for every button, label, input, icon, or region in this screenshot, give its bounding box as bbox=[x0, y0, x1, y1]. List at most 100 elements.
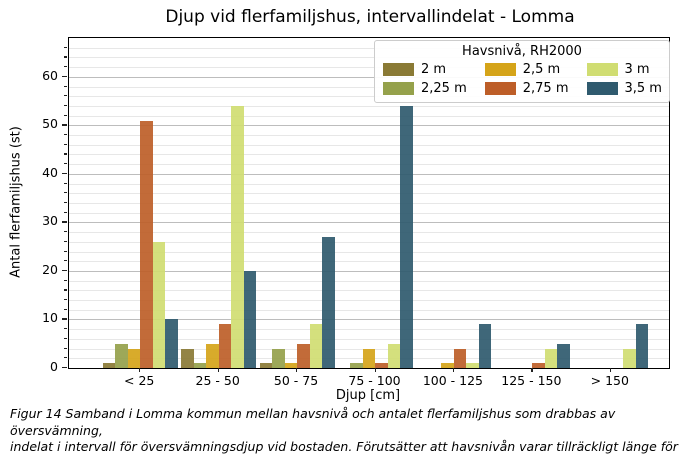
legend-label: 3 m bbox=[624, 62, 650, 77]
bar-group bbox=[572, 38, 650, 368]
bar bbox=[350, 363, 363, 368]
legend-item: 2,5 m bbox=[484, 62, 569, 77]
y-minor-tick bbox=[64, 308, 67, 310]
bar-group bbox=[336, 38, 414, 368]
y-tick bbox=[62, 221, 67, 223]
gridline bbox=[69, 232, 669, 234]
gridline bbox=[69, 96, 669, 98]
x-tick-label: 75 - 100 bbox=[348, 373, 401, 388]
chart-title: Djup vid flerfamiljshus, intervallindela… bbox=[165, 7, 575, 27]
bar bbox=[297, 343, 310, 368]
y-minor-tick bbox=[64, 56, 67, 58]
bar-group bbox=[493, 38, 571, 368]
legend-item: 3 m bbox=[586, 62, 662, 77]
legend-label: 2,75 m bbox=[522, 81, 569, 96]
bar bbox=[193, 363, 207, 368]
bar bbox=[218, 324, 232, 368]
bar bbox=[152, 241, 166, 368]
y-tick bbox=[62, 318, 67, 320]
y-minor-tick bbox=[64, 66, 67, 68]
bar bbox=[102, 363, 116, 368]
gridline bbox=[69, 144, 669, 146]
y-minor-tick bbox=[64, 95, 67, 97]
legend-swatch bbox=[484, 82, 516, 95]
y-minor-tick bbox=[64, 153, 67, 155]
caption-line: Figur 14 Samband i Lomma kommun mellan h… bbox=[10, 406, 616, 438]
bar bbox=[115, 343, 128, 368]
legend-swatch bbox=[383, 63, 414, 76]
gridline bbox=[69, 67, 669, 69]
bars-layer bbox=[101, 38, 650, 368]
y-tick-label: 10 bbox=[42, 310, 58, 326]
x-tick-label: 25 - 50 bbox=[195, 373, 240, 388]
y-minor-tick bbox=[64, 299, 67, 301]
y-minor-tick bbox=[64, 211, 67, 213]
y-axis-label: Antal flerfamiljshus (st) bbox=[8, 126, 24, 278]
y-minor-tick bbox=[64, 163, 67, 165]
figure-caption: Figur 14 Samband i Lomma kommun mellan h… bbox=[10, 406, 696, 459]
bar bbox=[259, 363, 273, 368]
y-minor-tick bbox=[64, 85, 67, 87]
y-tick bbox=[62, 75, 67, 77]
x-tick-label: > 150 bbox=[590, 373, 629, 388]
y-minor-tick bbox=[64, 250, 67, 252]
gridline bbox=[69, 261, 669, 263]
gridline bbox=[69, 270, 669, 272]
y-tick bbox=[62, 367, 67, 369]
x-tick-label: 125 - 150 bbox=[501, 373, 562, 388]
y-tick bbox=[62, 172, 67, 175]
gridline bbox=[69, 173, 669, 175]
bar bbox=[478, 324, 492, 368]
bar bbox=[544, 348, 558, 368]
bar-group bbox=[258, 38, 336, 368]
gridline bbox=[69, 290, 669, 292]
gridline bbox=[69, 319, 669, 321]
gridline bbox=[69, 105, 669, 107]
gridline bbox=[69, 154, 669, 156]
gridlines bbox=[69, 38, 669, 368]
legend-item: 2 m bbox=[383, 62, 467, 77]
plot-area: Havsnivå, RH2000 2 m 2,25 m 2,5 m 2,75 m 3 m… bbox=[68, 37, 670, 369]
y-minor-tick bbox=[64, 202, 67, 204]
legend-title: Havsnivå, RH2000 bbox=[462, 44, 582, 59]
bar bbox=[127, 348, 141, 368]
bar bbox=[243, 270, 257, 368]
caption-line: indelat i intervall för översvämningsdju… bbox=[10, 439, 678, 459]
gridline bbox=[69, 280, 669, 282]
gridline bbox=[69, 57, 669, 59]
gridline bbox=[69, 183, 669, 185]
x-axis-label: Djup [cm] bbox=[335, 388, 401, 403]
bar bbox=[165, 319, 178, 368]
bar-group bbox=[101, 38, 179, 368]
y-minor-tick bbox=[64, 279, 67, 281]
gridline bbox=[69, 164, 669, 166]
legend-swatch bbox=[484, 63, 516, 76]
bar bbox=[557, 343, 570, 368]
y-tick-label: 60 bbox=[42, 67, 58, 83]
legend-item: 3,5 m bbox=[586, 81, 662, 96]
gridline bbox=[69, 222, 669, 224]
bar bbox=[400, 105, 413, 368]
gridline bbox=[69, 193, 669, 195]
gridline bbox=[69, 241, 669, 243]
y-minor-tick bbox=[64, 289, 67, 291]
y-minor-tick bbox=[64, 260, 67, 262]
y-minor-tick bbox=[64, 143, 67, 145]
y-tick-label: 0 bbox=[50, 359, 58, 374]
bar bbox=[623, 348, 636, 368]
bar bbox=[453, 348, 467, 368]
gridline bbox=[69, 135, 669, 137]
y-minor-tick bbox=[64, 328, 67, 330]
y-minor-tick bbox=[64, 231, 67, 233]
y-minor-tick bbox=[64, 357, 67, 359]
bar bbox=[284, 363, 298, 368]
gridline bbox=[69, 309, 669, 311]
bar-group bbox=[179, 38, 257, 368]
y-minor-tick bbox=[64, 337, 67, 340]
legend-swatch bbox=[383, 82, 414, 95]
bar-group bbox=[415, 38, 493, 368]
x-tick-label: 100 - 125 bbox=[422, 373, 484, 388]
legend-label: 2 m bbox=[421, 62, 447, 77]
bar bbox=[375, 363, 388, 368]
